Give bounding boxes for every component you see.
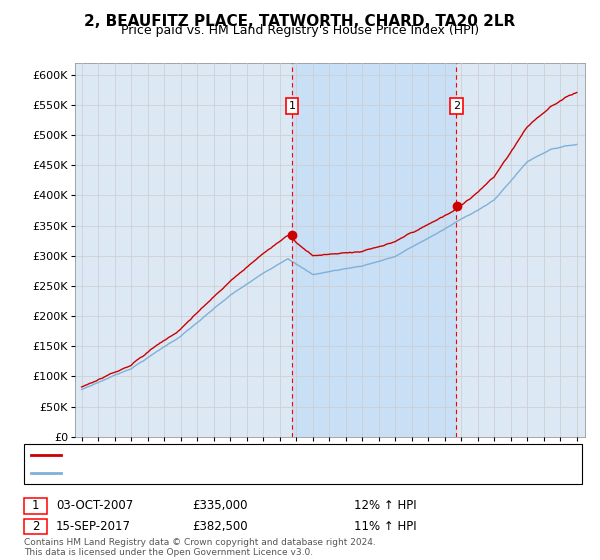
Text: Price paid vs. HM Land Registry's House Price Index (HPI): Price paid vs. HM Land Registry's House … — [121, 24, 479, 37]
Text: 2: 2 — [453, 101, 460, 111]
Text: 1: 1 — [32, 499, 39, 512]
Text: Contains HM Land Registry data © Crown copyright and database right 2024.
This d: Contains HM Land Registry data © Crown c… — [24, 538, 376, 557]
Text: 2, BEAUFITZ PLACE, TATWORTH, CHARD, TA20 2LR: 2, BEAUFITZ PLACE, TATWORTH, CHARD, TA20… — [85, 14, 515, 29]
Text: 1: 1 — [289, 101, 296, 111]
Text: £335,000: £335,000 — [192, 499, 248, 512]
Text: 15-SEP-2017: 15-SEP-2017 — [56, 520, 131, 533]
Text: 2, BEAUFITZ PLACE, TATWORTH, CHARD, TA20 2LR (detached house): 2, BEAUFITZ PLACE, TATWORTH, CHARD, TA20… — [66, 450, 424, 460]
Text: 12% ↑ HPI: 12% ↑ HPI — [354, 499, 416, 512]
Text: 2: 2 — [32, 520, 39, 533]
Text: £382,500: £382,500 — [192, 520, 248, 533]
Text: HPI: Average price, detached house, Somerset: HPI: Average price, detached house, Some… — [66, 468, 309, 478]
Text: 03-OCT-2007: 03-OCT-2007 — [56, 499, 133, 512]
Text: 11% ↑ HPI: 11% ↑ HPI — [354, 520, 416, 533]
Bar — [292, 63, 457, 437]
